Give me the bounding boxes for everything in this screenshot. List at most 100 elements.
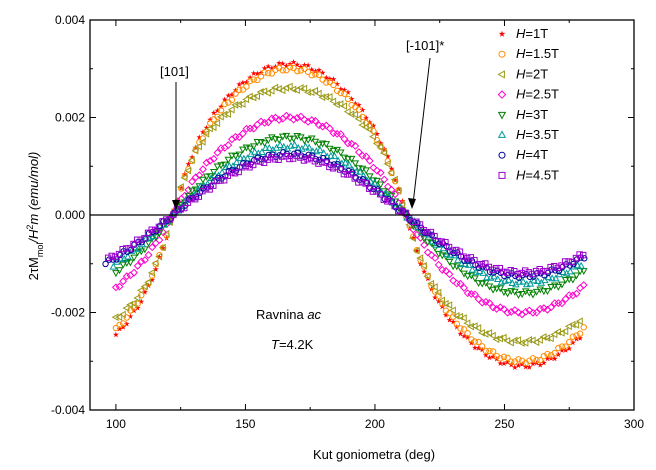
data-point: [351, 175, 358, 182]
data-point: [300, 115, 309, 124]
data-point: [308, 72, 315, 79]
data-point: [145, 282, 152, 289]
data-point: [180, 173, 188, 182]
data-point: [453, 320, 461, 328]
data-point: [409, 218, 416, 226]
data-point: [195, 171, 204, 180]
data-point: [188, 187, 196, 195]
data-point: [419, 261, 427, 270]
data-point: [459, 314, 467, 322]
data-point: [558, 281, 566, 289]
data-point: [347, 139, 356, 148]
data-point: [253, 139, 262, 146]
data-point: [581, 255, 588, 262]
series-2T: [111, 82, 583, 347]
data-point: [249, 143, 258, 151]
data-point: [218, 103, 224, 110]
annotation-m101-label: [-101]*: [406, 38, 444, 53]
data-point: [329, 147, 338, 155]
data-point: [344, 95, 352, 103]
data-point: [434, 237, 442, 245]
data-point: [424, 228, 431, 236]
annotation-m101-arrow-line: [412, 57, 431, 205]
data-point: [337, 89, 344, 97]
data-point: [260, 140, 269, 148]
data-point: [497, 355, 504, 362]
data-point: [151, 259, 159, 267]
data-point: [123, 314, 130, 321]
data-point: [318, 158, 326, 166]
data-point: [274, 85, 282, 93]
data-point: [457, 330, 464, 337]
data-point: [119, 261, 127, 269]
data-point: [355, 106, 363, 113]
data-point: [178, 185, 185, 191]
data-point: [530, 360, 536, 367]
data-point: [427, 251, 436, 260]
data-point: [140, 256, 149, 265]
data-point: [482, 279, 490, 287]
data-point: [456, 265, 465, 273]
data-point: [572, 289, 581, 298]
data-point: [177, 206, 184, 213]
data-point: [166, 216, 173, 223]
data-point: [174, 197, 181, 203]
data-point: [340, 170, 348, 178]
data-point: [503, 336, 511, 345]
data-point: [348, 95, 355, 102]
data-point: [315, 71, 323, 79]
data-point: [227, 105, 235, 114]
data-point: [275, 115, 284, 124]
data-point: [356, 167, 364, 175]
data-point: [543, 288, 552, 296]
data-point: [228, 169, 235, 176]
data-point: [474, 324, 482, 332]
data-point: [546, 334, 554, 343]
data-point: [151, 234, 160, 242]
data-point: [122, 304, 130, 312]
data-point: [431, 254, 439, 262]
data-point: [496, 303, 505, 312]
data-point: [261, 144, 270, 152]
data-point: [475, 338, 482, 346]
data-point: [278, 133, 287, 141]
data-point: [526, 364, 533, 370]
data-point: [196, 134, 203, 140]
data-point: [323, 157, 330, 165]
legend: H=1T H=1.5T H=2T H=2.5T H=3T H=3.5T H=4T H=4.5T: [497, 26, 559, 182]
data-point: [326, 75, 333, 82]
data-point: [439, 300, 446, 307]
data-point: [380, 175, 389, 184]
data-point: [559, 347, 565, 353]
data-point: [305, 143, 313, 151]
data-point: [265, 63, 272, 69]
data-point: [543, 267, 551, 275]
legend-label: H=2.5T: [516, 87, 559, 102]
data-point: [483, 273, 491, 281]
data-point: [326, 163, 333, 171]
data-point: [431, 244, 439, 252]
data-point: [134, 304, 141, 311]
data-point: [365, 125, 373, 134]
data-point: [507, 307, 516, 316]
data-point: [569, 333, 577, 340]
data-point: [235, 151, 244, 159]
legend-marker: [497, 111, 507, 120]
data-point: [307, 88, 315, 97]
data-point: [304, 136, 312, 144]
data-point: [577, 261, 585, 269]
data-point: [561, 295, 570, 303]
data-point: [185, 161, 192, 167]
data-point: [478, 298, 487, 307]
data-point: [478, 280, 487, 288]
data-point: [322, 159, 329, 166]
data-point: [213, 177, 221, 185]
data-point: [438, 296, 445, 305]
data-point: [566, 345, 573, 352]
data-point: [127, 246, 135, 254]
data-point: [228, 96, 236, 104]
data-point: [268, 154, 275, 161]
data-point: [532, 338, 540, 347]
data-point: [352, 100, 359, 107]
